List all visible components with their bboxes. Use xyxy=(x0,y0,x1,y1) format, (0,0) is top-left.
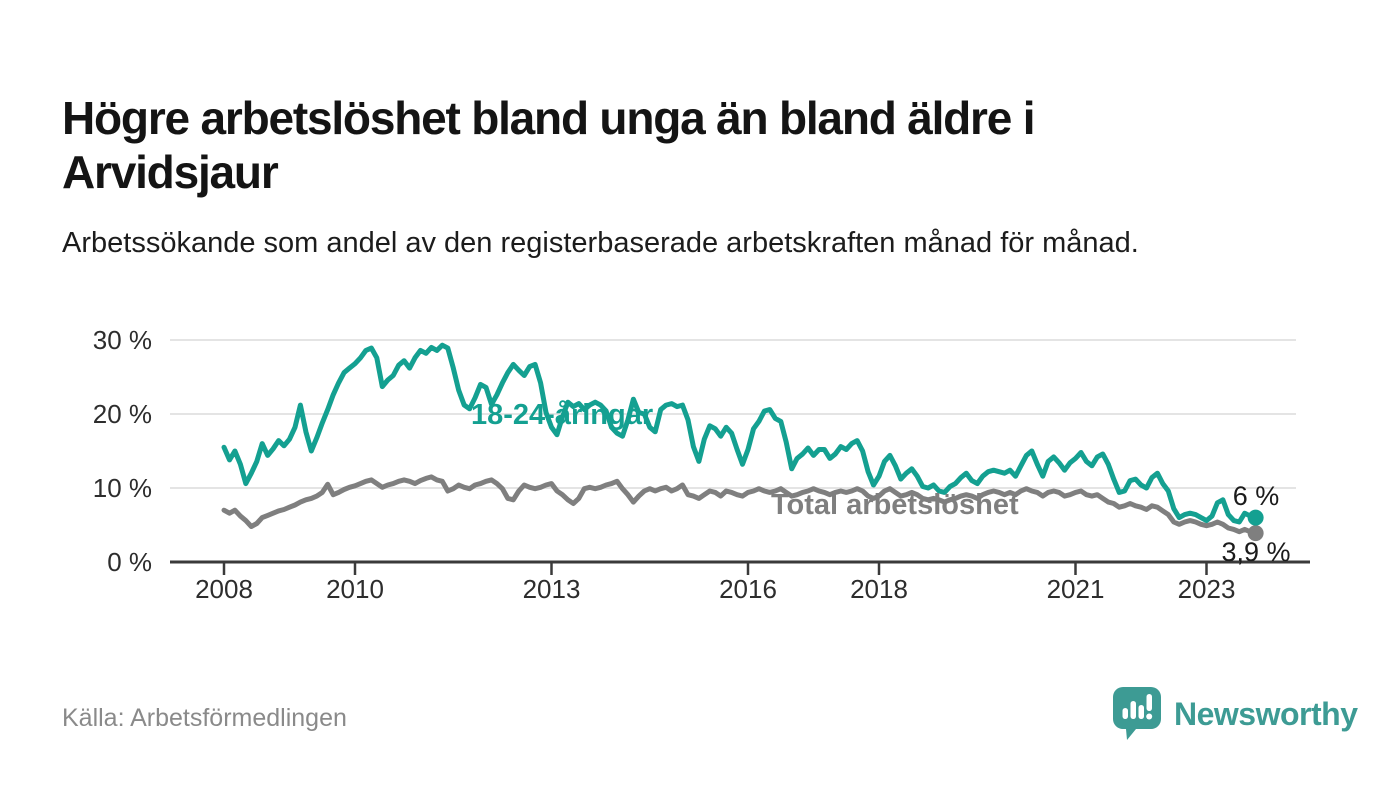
end-value-label-total: 3,9 % xyxy=(1221,537,1291,567)
x-axis-tick-label: 2013 xyxy=(522,574,581,604)
y-axis-tick-label: 20 % xyxy=(92,399,152,429)
newsworthy-wordmark: Newsworthy xyxy=(1174,695,1358,732)
x-axis-tick-label: 2023 xyxy=(1177,574,1236,604)
newsworthy-logo[interactable]: Newsworthy xyxy=(1112,686,1358,742)
y-axis-tick-label: 10 % xyxy=(92,473,152,503)
newsworthy-bubble-chart-icon xyxy=(1112,686,1162,742)
y-axis-tick-label: 0 % xyxy=(107,547,152,577)
series-line-1 xyxy=(221,474,1259,536)
page-title: Högre arbetslöshet bland unga än bland ä… xyxy=(62,91,1036,199)
x-axis-tick-label: 2010 xyxy=(326,574,384,604)
series-label-total: Total arbetslöshet xyxy=(771,489,1019,521)
end-value-label-youth: 6 % xyxy=(1232,481,1280,511)
series-end-dot-0 xyxy=(1247,509,1264,526)
y-axis-tick-label: 30 % xyxy=(92,325,152,355)
series-label-youth: 18-24-åringar xyxy=(471,399,654,431)
x-axis-tick-label: 2021 xyxy=(1046,574,1105,604)
chart-subtitle: Arbetssökande som andel av den registerb… xyxy=(62,227,1139,259)
x-axis-tick-label: 2018 xyxy=(850,574,908,604)
series-end-dot-1 xyxy=(1247,525,1264,542)
x-axis-tick-label: 2016 xyxy=(719,574,777,604)
x-axis-tick-label: 2008 xyxy=(195,574,253,604)
series-line-0 xyxy=(221,342,1259,525)
source-attribution: Källa: Arbetsförmedlingen xyxy=(62,704,347,732)
